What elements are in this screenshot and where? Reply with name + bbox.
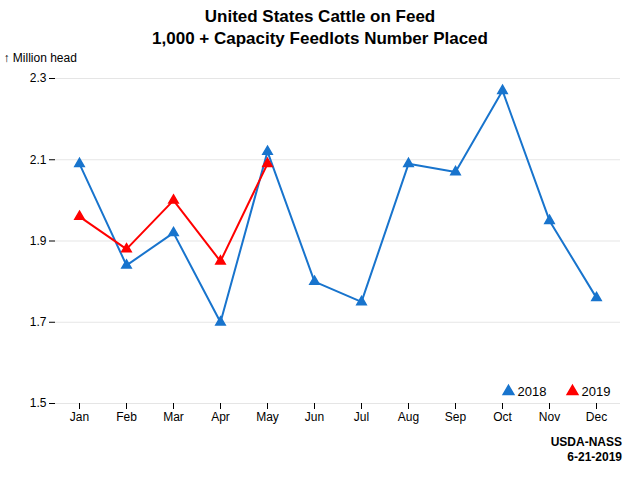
svg-text:2018: 2018 <box>518 384 547 399</box>
html-text:United States Cattle on Feed: United States Cattle on Feed <box>204 7 436 26</box>
svg-text:Apr: Apr <box>211 410 230 424</box>
svg-text:Jan: Jan <box>70 410 89 424</box>
svg-text:Oct: Oct <box>493 410 512 424</box>
svg-text:Jul: Jul <box>354 410 369 424</box>
svg-text:2.1: 2.1 <box>30 153 47 167</box>
svg-text:Mar: Mar <box>163 410 184 424</box>
svg-text:2019: 2019 <box>582 384 611 399</box>
svg-text:May: May <box>256 410 279 424</box>
svg-text:1.7: 1.7 <box>30 315 47 329</box>
svg-text:Aug: Aug <box>398 410 419 424</box>
html-text:6-21-2019: 6-21-2019 <box>567 450 622 464</box>
svg-text:Nov: Nov <box>539 410 560 424</box>
html-text:USDA-NASS: USDA-NASS <box>550 435 622 449</box>
svg-text:↑ Million head: ↑ Million head <box>4 51 77 65</box>
svg-text:Dec: Dec <box>586 410 607 424</box>
svg-text:Jun: Jun <box>305 410 324 424</box>
svg-text:Sep: Sep <box>445 410 467 424</box>
svg-text:2.3: 2.3 <box>30 71 47 85</box>
html-text:1,000 + Capacity Feedlots Numb: 1,000 + Capacity Feedlots Number Placed <box>152 29 488 48</box>
svg-text:1.9: 1.9 <box>30 234 47 248</box>
svg-text:Feb: Feb <box>116 410 137 424</box>
svg-text:1.5: 1.5 <box>30 396 47 410</box>
